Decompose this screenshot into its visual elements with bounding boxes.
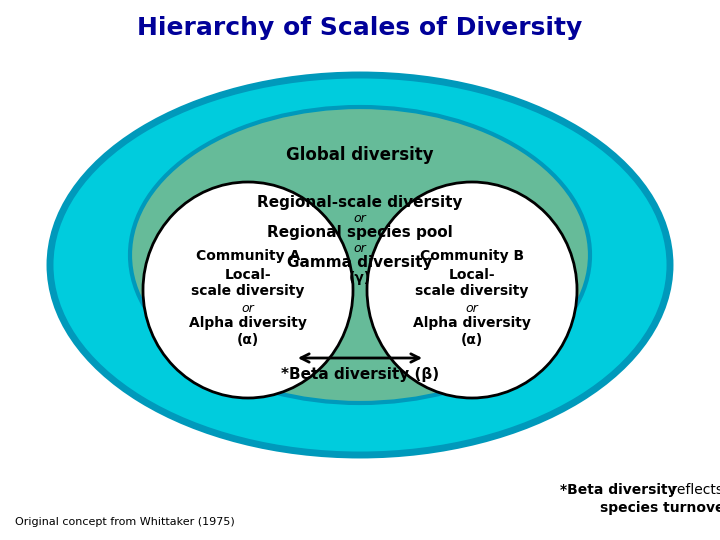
Ellipse shape [50, 75, 670, 455]
Text: (α): (α) [461, 333, 483, 347]
Text: *Beta diversity: *Beta diversity [560, 483, 677, 497]
Ellipse shape [367, 182, 577, 398]
Text: Local-: Local- [449, 268, 495, 282]
Text: *Beta diversity (β): *Beta diversity (β) [281, 368, 439, 382]
Text: (γ): (γ) [349, 271, 371, 285]
Text: or: or [354, 212, 366, 225]
Text: or: or [242, 301, 254, 314]
Text: Gamma diversity: Gamma diversity [287, 255, 433, 271]
Ellipse shape [130, 107, 590, 403]
Text: (α): (α) [237, 333, 259, 347]
Text: Hierarchy of Scales of Diversity: Hierarchy of Scales of Diversity [138, 16, 582, 40]
Text: Local-: Local- [225, 268, 271, 282]
Text: Community B: Community B [420, 249, 524, 263]
Text: species turnover: species turnover [600, 501, 720, 515]
Text: Community A: Community A [196, 249, 300, 263]
Text: or: or [466, 301, 478, 314]
Text: Regional-scale diversity: Regional-scale diversity [257, 195, 463, 211]
Text: scale diversity: scale diversity [192, 284, 305, 298]
Text: Regional species pool: Regional species pool [267, 226, 453, 240]
Text: Original concept from Whittaker (1975): Original concept from Whittaker (1975) [15, 517, 235, 527]
Text: scale diversity: scale diversity [415, 284, 528, 298]
Text: Alpha diversity: Alpha diversity [189, 316, 307, 330]
Text: or: or [354, 241, 366, 254]
Text: Global diversity: Global diversity [286, 146, 434, 164]
Text: Alpha diversity: Alpha diversity [413, 316, 531, 330]
Ellipse shape [143, 182, 353, 398]
Text: reflects: reflects [667, 483, 720, 497]
